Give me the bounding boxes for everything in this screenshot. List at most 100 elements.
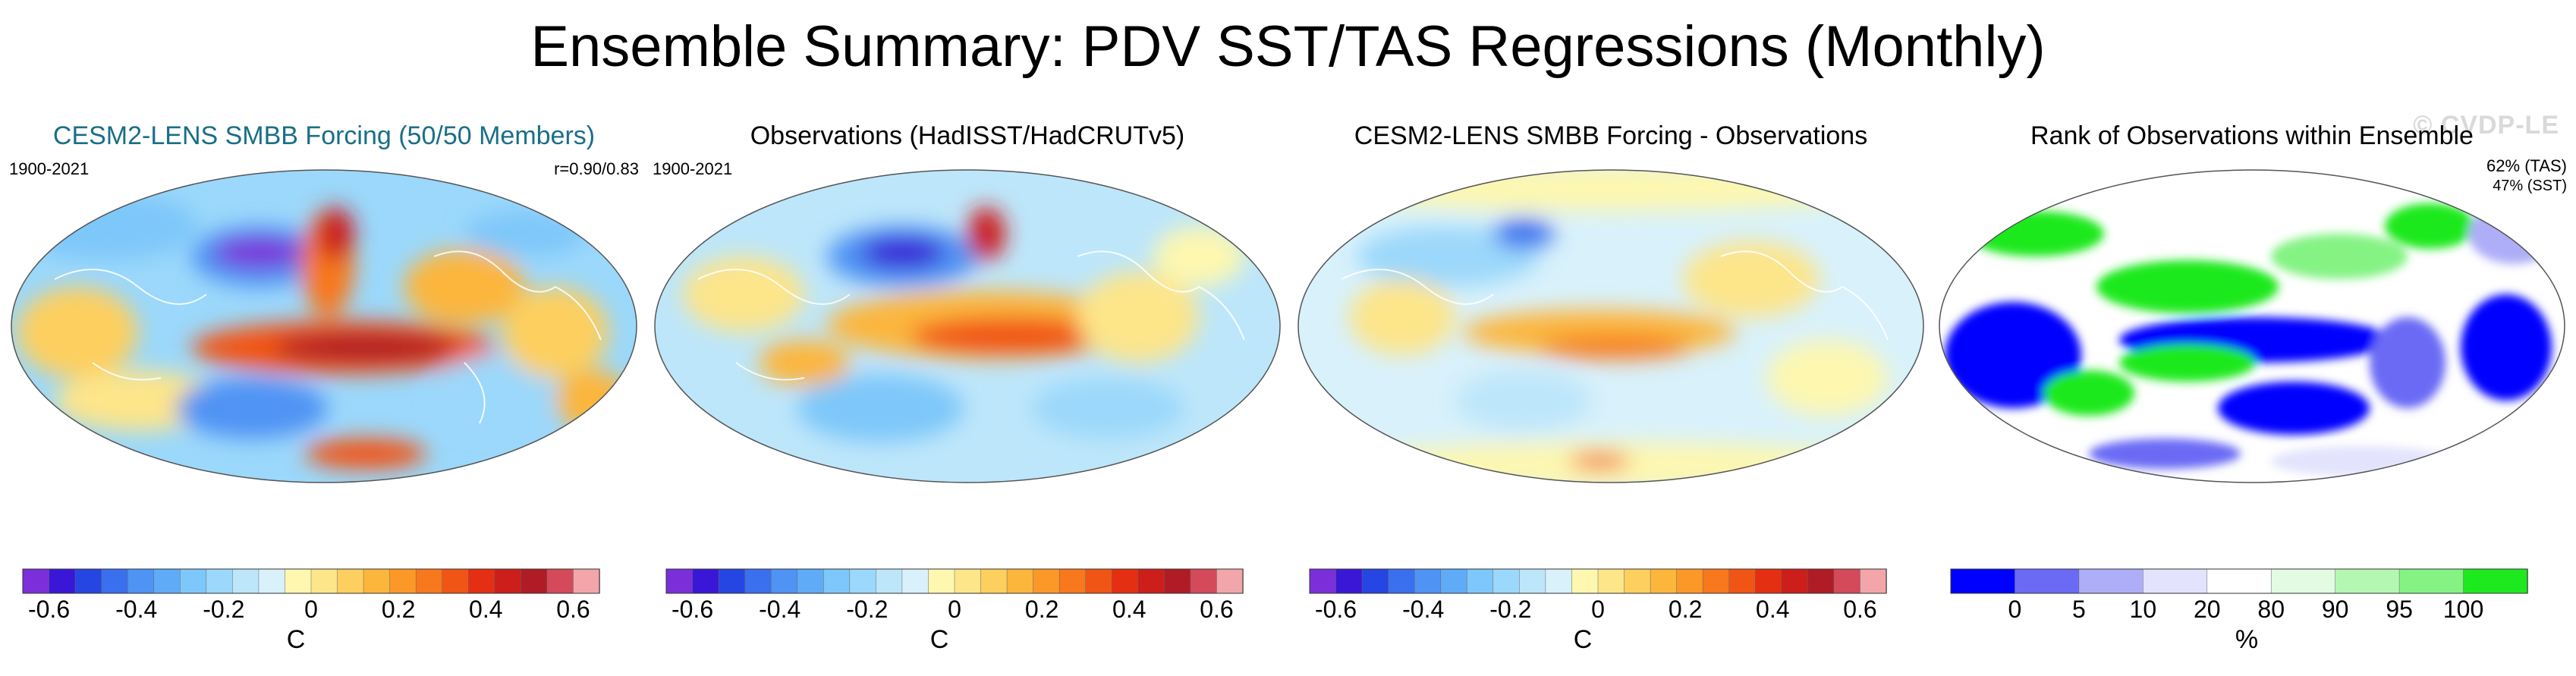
colorbar-graphic: -0.6 -0.4 -0.2 0 0.2 0.4 0.6 C [22, 568, 600, 654]
map-difference [1297, 169, 1924, 483]
map-model [11, 169, 637, 483]
colorbar-swatch [1728, 568, 1757, 594]
colorbar-swatch [573, 568, 600, 594]
map-rank [1939, 169, 2565, 483]
colorbar-swatch [1755, 568, 1782, 594]
colorbar-swatch [22, 568, 50, 594]
colorbar-swatch [153, 568, 181, 594]
colorbar-swatch [718, 568, 746, 594]
colorbar-swatch [521, 568, 548, 594]
colorbar-swatch [1676, 568, 1703, 594]
panel-title: Rank of Observations within Ensemble [2030, 121, 2474, 150]
colorbar-tick-label: 80 [2257, 596, 2285, 623]
colorbar-unit-label: % [2235, 625, 2258, 654]
colorbar-swatch [1492, 568, 1521, 594]
colorbar-tick-label: 0 [1591, 596, 1605, 623]
colorbar-swatch [206, 568, 234, 594]
colorbar-swatch [101, 568, 128, 594]
colorbar-unit-label: C [1574, 625, 1593, 654]
colorbar-unit-label: C [287, 625, 306, 654]
colorbar-swatch [1571, 568, 1599, 594]
colorbar-swatch [1361, 568, 1389, 594]
colorbar-swatch [928, 568, 955, 594]
colorbar-tick-label: 90 [2322, 596, 2349, 623]
colorbar-swatch [823, 568, 851, 594]
colorbar-swatch [2398, 568, 2464, 594]
colorbar-tick-label: 0.6 [556, 596, 590, 623]
colorbar-tick-label: -0.6 [672, 596, 713, 623]
colorbar-swatch [1414, 568, 1442, 594]
panel-title: CESM2-LENS SMBB Forcing - Observations [1354, 121, 1868, 150]
colorbar-swatch [1137, 568, 1165, 594]
colorbar-tick-label: -0.6 [1315, 596, 1357, 623]
map-observations [654, 169, 1281, 483]
watermark: © CVDP-LE [2413, 111, 2559, 140]
colorbar-tick-label: -0.4 [759, 596, 800, 623]
colorbar-swatch [1190, 568, 1218, 594]
colorbar-tick-label: -0.4 [1402, 596, 1444, 623]
colorbar-swatch [2335, 568, 2400, 594]
colorbar-swatch [337, 568, 364, 594]
colorbar-swatch [127, 568, 155, 594]
colorbar-swatch [797, 568, 825, 594]
colorbar-swatch [1597, 568, 1625, 594]
colorbar-swatch [1112, 568, 1139, 594]
panel-difference: CESM2-LENS SMBB Forcing - Observations [1296, 121, 1926, 668]
colorbar-tick-label: 0.2 [1025, 596, 1058, 623]
colorbar-graphic: 0 5 10 20 80 90 95 100% [1950, 568, 2528, 654]
colorbar-swatch [258, 568, 286, 594]
colorbar-swatch [1309, 568, 1337, 594]
colorbar-swatch [2015, 568, 2080, 594]
colorbar-tick-label: 0.4 [469, 596, 502, 623]
colorbar-tick-label: -0.2 [1489, 596, 1531, 623]
colorbar-swatch [1519, 568, 1546, 594]
colorbar-swatch [1545, 568, 1573, 594]
colorbar-swatch [2143, 568, 2208, 594]
colorbar-graphic: -0.6 -0.4 -0.2 0 0.2 0.4 0.6 C [665, 568, 1244, 654]
colorbar-swatch [1033, 568, 1060, 594]
colorbar-swatch [2463, 568, 2528, 594]
colorbar-tick-label: 5 [2072, 596, 2086, 623]
panel-title: Observations (HadISST/HadCRUTv5) [750, 121, 1185, 150]
colorbar-swatch [876, 568, 903, 594]
colorbar-swatch [1164, 568, 1191, 594]
colorbar-swatch [546, 568, 574, 594]
colorbar-swatch [2206, 568, 2272, 594]
colorbar-tick-label: 95 [2386, 596, 2413, 623]
colorbar-swatch [363, 568, 391, 594]
colorbar-diverging: -0.6 -0.4 -0.2 0 0.2 0.4 0.6 C [653, 568, 1282, 668]
colorbar-swatch [310, 568, 338, 594]
colorbar-swatch [1624, 568, 1651, 594]
panel-rank: © CVDP-LE Rank of Observations within En… [1937, 111, 2567, 668]
colorbar-swatch [2078, 568, 2144, 594]
colorbar-swatch [954, 568, 982, 594]
colorbar-tick-label: 20 [2194, 596, 2221, 623]
colorbar-tick-label: 0.2 [1669, 596, 1702, 623]
colorbar-swatch [1650, 568, 1678, 594]
colorbar-swatch [1006, 568, 1034, 594]
colorbar-swatch [74, 568, 102, 594]
colorbar-unit-label: C [930, 625, 949, 654]
colorbar-swatch [1781, 568, 1809, 594]
figure-title: Ensemble Summary: PDV SST/TAS Regression… [530, 14, 2046, 79]
colorbar-swatch [980, 568, 1008, 594]
colorbar-tick-label: -0.2 [203, 596, 244, 623]
colorbar-tick-label: 0.2 [382, 596, 415, 623]
colorbar-swatch [770, 568, 798, 594]
colorbar-swatch [1058, 568, 1087, 594]
colorbar-swatch [415, 568, 443, 594]
panel-model: CESM2-LENS SMBB Forcing (50/50 Members) … [9, 121, 639, 668]
panel-title: CESM2-LENS SMBB Forcing (50/50 Members) [52, 121, 596, 150]
colorbar-tick-label: -0.4 [115, 596, 157, 623]
colorbar-swatch [468, 568, 495, 594]
colorbar-swatch [1216, 568, 1244, 594]
colorbar-tick-label: -0.2 [846, 596, 888, 623]
colorbar-swatch [1440, 568, 1468, 594]
colorbar-tick-label: 0 [2008, 596, 2022, 623]
colorbar-swatch [1467, 568, 1494, 594]
colorbar-tick-label: -0.6 [28, 596, 70, 623]
colorbar-swatch [1388, 568, 1415, 594]
colorbar-swatch [49, 568, 76, 594]
colorbar-swatch [1833, 568, 1861, 594]
colorbar-tick-label: 10 [2130, 596, 2157, 623]
